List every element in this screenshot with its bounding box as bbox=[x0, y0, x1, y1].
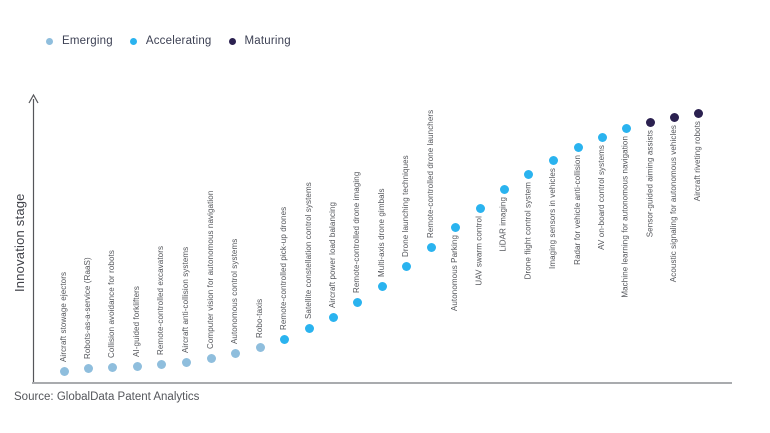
data-point-label: Aircraft riveting robots bbox=[693, 121, 702, 202]
data-point-label: Computer vision for autonomous navigatio… bbox=[206, 190, 215, 349]
data-point-label: Aircraft anti-collision systems bbox=[181, 246, 190, 353]
data-point-dot bbox=[83, 363, 93, 373]
data-point-label: Aircraft power load balancing bbox=[328, 201, 337, 308]
data-point-dot bbox=[693, 108, 703, 118]
legend-dot-maturing-icon bbox=[228, 37, 236, 45]
data-point-dot bbox=[597, 132, 607, 142]
data-point-label: LiDAR imaging bbox=[499, 197, 508, 252]
data-point-dot bbox=[304, 323, 314, 333]
data-point-label: Autonomous control systems bbox=[230, 238, 239, 344]
chart-legend: Emerging Accelerating Maturing bbox=[46, 35, 291, 47]
data-point-label: Remote-controlled excavators bbox=[156, 245, 165, 355]
legend-item-maturing: Maturing bbox=[228, 35, 291, 47]
data-point-dot bbox=[59, 366, 69, 376]
data-point-dot bbox=[499, 184, 509, 194]
data-point-dot bbox=[621, 123, 631, 133]
data-point-dot bbox=[377, 281, 387, 291]
x-axis-line bbox=[32, 382, 732, 384]
data-point-label: Aircraft stowage ejectors bbox=[59, 271, 68, 362]
data-point-label: Collision avoidance for robots bbox=[107, 250, 116, 358]
data-point-dot bbox=[107, 362, 117, 372]
data-point-dot bbox=[255, 342, 265, 352]
data-point-label: Robo-taxis bbox=[255, 298, 264, 338]
data-point-dot bbox=[669, 112, 679, 122]
legend-label: Accelerating bbox=[145, 35, 212, 47]
legend-dot-accelerating-icon bbox=[129, 37, 137, 45]
data-point-label: Drone launching techniques bbox=[401, 155, 410, 257]
data-point-label: Remote-controlled drone launchers bbox=[426, 109, 435, 238]
data-point-label: Imaging sensors in vehicles bbox=[548, 168, 557, 269]
data-point-label: Acoustic signaling for autonomous vehicl… bbox=[669, 125, 678, 283]
data-point-dot bbox=[573, 142, 583, 152]
data-point-dot bbox=[279, 334, 289, 344]
data-point-label: UAV swarm control bbox=[475, 216, 484, 286]
data-point-label: Sensor-guided aiming assists bbox=[645, 130, 654, 238]
data-point-dot bbox=[156, 359, 166, 369]
data-point-dot bbox=[352, 297, 362, 307]
data-point-dot bbox=[328, 312, 338, 322]
data-point-dot bbox=[206, 353, 216, 363]
data-point-label: Robots-as-a-service (RaaS) bbox=[83, 257, 92, 359]
data-point-label: Drone flight control system bbox=[523, 182, 532, 280]
data-point-dot bbox=[230, 348, 240, 358]
y-axis-arrow bbox=[28, 93, 39, 384]
data-point-label: AI-guided forklifters bbox=[132, 285, 141, 357]
y-axis-label: Innovation stage bbox=[12, 193, 27, 292]
legend-label: Maturing bbox=[244, 35, 291, 47]
legend-item-emerging: Emerging bbox=[46, 35, 113, 47]
legend-item-accelerating: Accelerating bbox=[129, 35, 212, 47]
data-point-label: Remote-controlled pick-up drones bbox=[279, 206, 288, 330]
data-point-dot bbox=[548, 155, 558, 165]
data-point-label: Radar for vehicle anti-collision bbox=[573, 155, 582, 265]
data-point-dot bbox=[132, 361, 142, 371]
data-point-dot bbox=[450, 222, 460, 232]
data-point-dot bbox=[426, 242, 436, 252]
source-note: Source: GlobalData Patent Analytics bbox=[14, 391, 200, 403]
data-point-label: AV on-board control systems bbox=[597, 145, 606, 250]
data-point-label: Satellite constellation control systems bbox=[304, 182, 313, 319]
data-point-label: Multi-axis drone gimbals bbox=[377, 188, 386, 277]
data-point-dot bbox=[523, 169, 533, 179]
data-point-dot bbox=[401, 261, 411, 271]
data-point-dot bbox=[645, 117, 655, 127]
data-point-label: Autonomous Parking bbox=[450, 235, 459, 312]
data-point-dot bbox=[181, 357, 191, 367]
data-point-dot bbox=[475, 203, 485, 213]
data-point-label: Remote-controlled drone imaging bbox=[352, 171, 361, 293]
legend-label: Emerging bbox=[62, 35, 113, 47]
legend-dot-emerging-icon bbox=[46, 37, 53, 45]
data-point-label: Machine learning for autonomous navigati… bbox=[621, 136, 630, 298]
